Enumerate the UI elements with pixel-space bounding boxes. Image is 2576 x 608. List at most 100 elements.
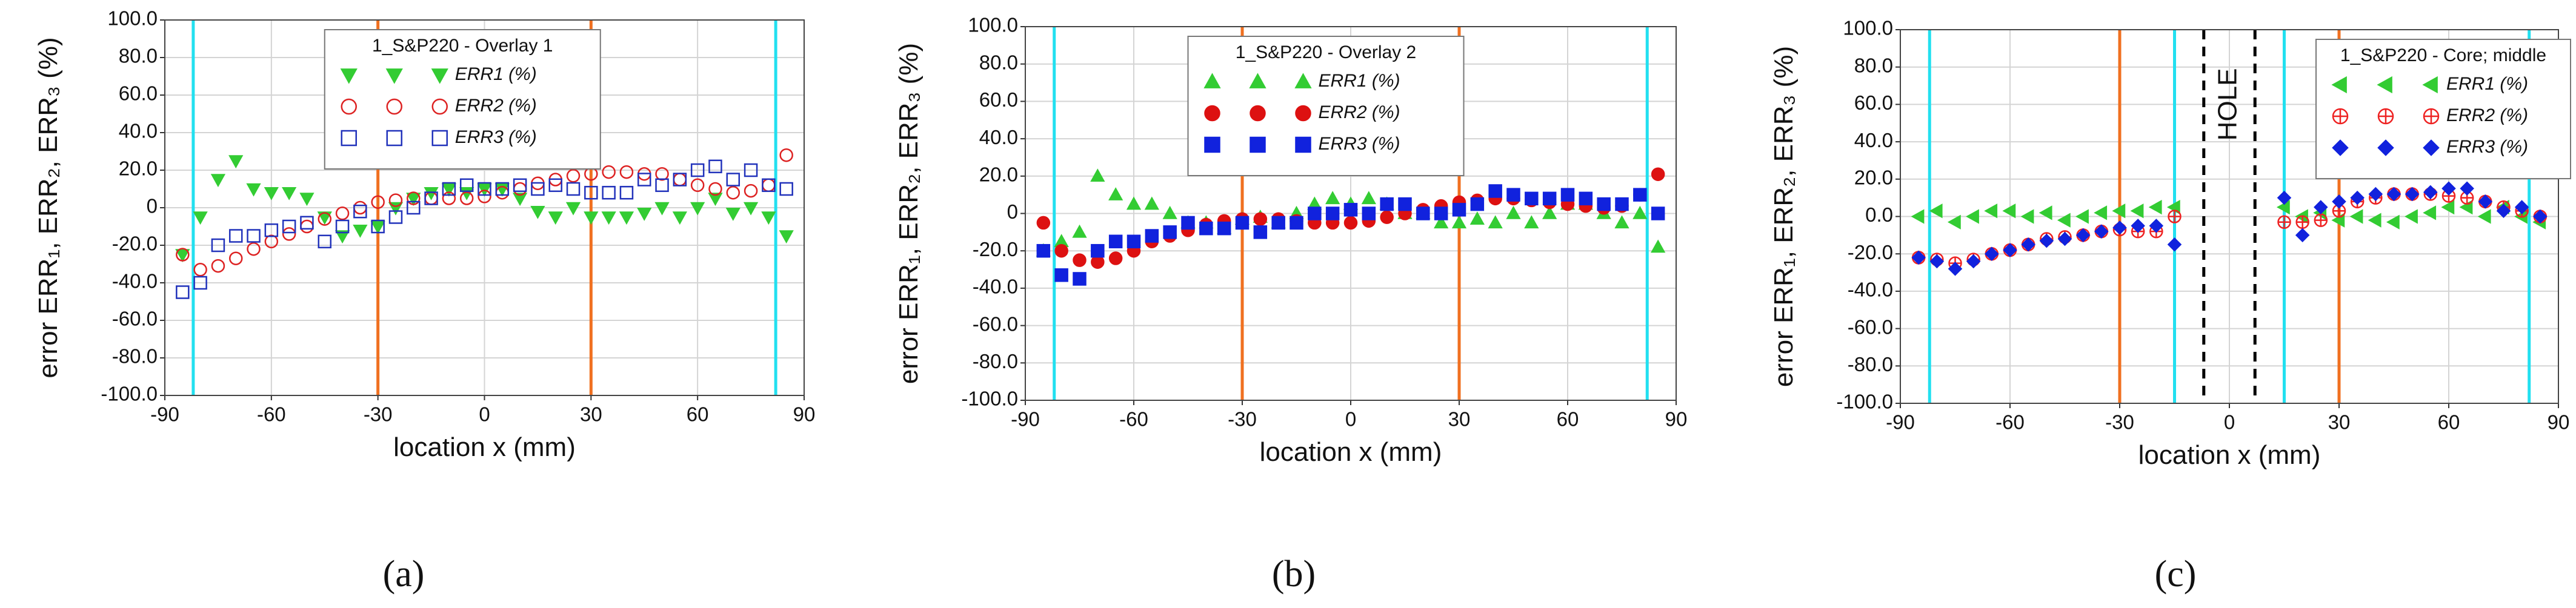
y-tick-label: -20.0 [973,238,1018,260]
marker [211,259,225,273]
marker [690,163,705,177]
y-tick-label: 40.0 [119,120,158,142]
marker [1250,105,1266,122]
legend-label: ERR2 (%) [455,96,537,116]
chart: -100.0 -80.0 -60.0 -40.0 -20.0 0.0 20.0 40.0 60.… [1769,17,2571,595]
marker [1073,272,1087,286]
marker [431,68,448,84]
marker [2057,231,2072,246]
marker [2075,209,2089,224]
marker [601,211,616,225]
marker [210,174,226,188]
marker [2057,213,2071,228]
marker [1249,73,1266,88]
marker [1398,197,1412,211]
marker [228,155,244,169]
marker [708,182,722,196]
marker [655,178,669,193]
marker [318,234,331,249]
marker [1434,215,1449,229]
caption: (a) [383,553,425,595]
marker [2368,187,2383,202]
marker [2514,200,2529,214]
marker [1091,243,1105,258]
marker [1911,250,1926,265]
marker [495,182,510,196]
marker [1966,254,1981,269]
marker [1072,224,1087,238]
y-tick-label: -80.0 [973,350,1018,372]
marker [2377,108,2394,125]
marker [1470,197,1485,211]
marker [2332,108,2349,125]
marker [2295,228,2310,243]
marker [370,220,385,234]
marker [211,238,225,253]
marker [1985,246,1999,261]
marker [2350,190,2365,205]
x-tick-label: -30 [1228,408,1257,431]
y-tick-label: 80.0 [119,45,158,67]
marker [282,219,296,234]
series [176,159,793,299]
marker [1325,207,1340,220]
x-tick-label: 90 [793,403,816,426]
marker [1290,216,1303,230]
x-tick-label: -90 [1011,408,1040,431]
x-tick-label: -60 [1119,408,1148,431]
marker [602,165,616,179]
marker [175,249,190,263]
marker [2331,76,2347,94]
y-tick-label: -60.0 [1848,316,1893,338]
legend-label: ERR1 (%) [2446,74,2528,94]
marker [1362,207,1376,220]
x-tick-label: 30 [2328,411,2351,434]
y-tick-label: 40.0 [979,126,1018,148]
marker [2405,209,2418,224]
marker [228,251,243,265]
series [1036,184,1665,286]
marker [1127,234,1141,249]
y-tick-label: -60.0 [973,312,1018,335]
marker [1488,184,1502,198]
marker [1036,216,1051,230]
marker [2377,76,2392,94]
y-tick-label: 0.0 [1865,203,1893,226]
marker [334,230,350,244]
marker [431,98,448,115]
marker [386,98,402,115]
x-tick-label: 30 [580,403,602,426]
marker [2314,213,2328,227]
marker [299,193,315,207]
marker [424,191,438,205]
marker [341,98,357,115]
marker [1984,203,1998,219]
marker [2131,219,2145,233]
plot-frame [1025,26,1677,401]
marker [459,178,474,193]
y-tick-label: -100.0 [1836,391,1893,413]
marker [1416,207,1430,220]
chart: -100.0 -80.0 -60.0 -40.0 -20.0 0 20.0 40.0 60.0 8… [894,14,1687,595]
marker [566,169,581,183]
plot-frame [164,19,805,396]
marker [478,190,491,203]
marker [2277,190,2292,205]
marker [442,182,456,196]
plot-frame [1900,29,2559,404]
marker [407,200,421,215]
y-tick-label: -80.0 [112,345,158,368]
y-tick-label: 0 [147,195,158,217]
marker [1929,203,1943,219]
legend-box [324,29,601,170]
marker [1506,188,1520,202]
marker [1966,209,1979,224]
marker [353,204,367,219]
marker [2496,203,2511,219]
marker [385,68,403,84]
marker [2314,200,2328,214]
marker [2094,224,2109,239]
x-tick-label: 0 [479,403,490,426]
